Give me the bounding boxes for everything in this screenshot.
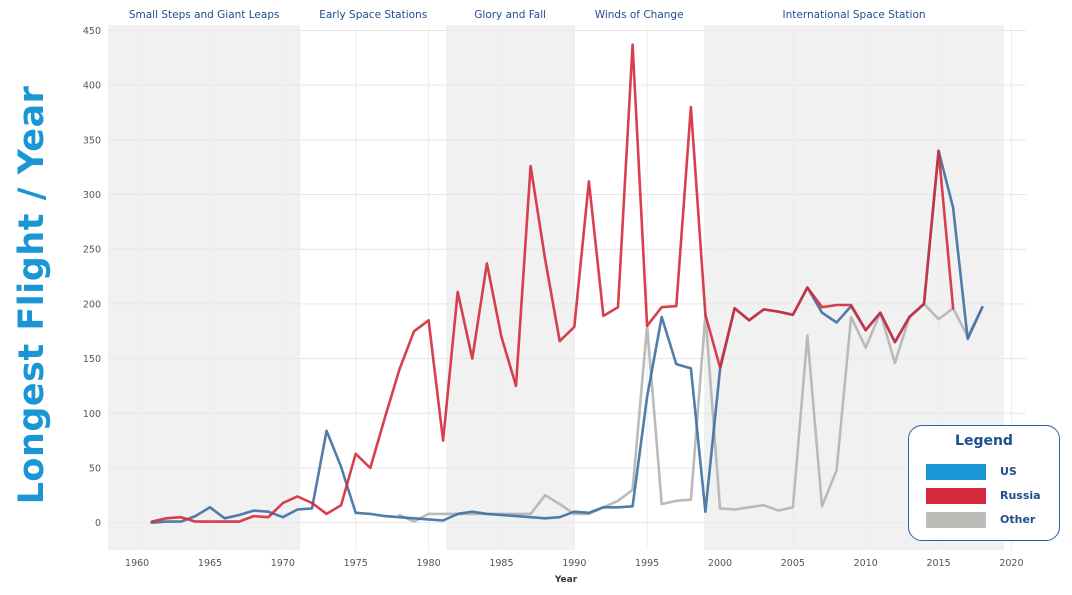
- x-axis-title: Year: [554, 575, 578, 585]
- x-tick-label: 1995: [635, 558, 659, 569]
- y-axis-ticks: 0 50 100 150 200 250 300 350 400 450: [83, 26, 101, 529]
- y-tick-label: 100: [83, 409, 101, 420]
- legend-item-other: Other: [926, 512, 1056, 528]
- legend-swatch-russia: [926, 488, 986, 504]
- y-tick-label: 50: [89, 463, 101, 474]
- y-tick-label: 300: [83, 190, 101, 201]
- era-label-small-steps-and-giant-leaps: Small Steps and Giant Leaps: [129, 9, 280, 21]
- era-label-winds-of-change: Winds of Change: [595, 9, 684, 21]
- y-tick-label: 200: [83, 299, 101, 310]
- x-tick-label: 1990: [562, 558, 586, 569]
- y-tick-label: 0: [95, 518, 101, 529]
- era-bands: [108, 25, 1005, 550]
- x-tick-label: 1965: [198, 558, 222, 569]
- legend: Legend US Russia Other: [908, 425, 1060, 541]
- x-tick-label: 1975: [344, 558, 368, 569]
- y-tick-label: 350: [83, 135, 101, 146]
- x-axis-ticks: 1960 1965 1970 1975 1980 1985 1990 1995 2000 2005…: [125, 558, 1023, 569]
- legend-swatch-us: [926, 464, 986, 480]
- legend-swatch-other: [926, 512, 986, 528]
- series-line-russia: [150, 43, 955, 523]
- legend-label-russia: Russia: [1000, 489, 1041, 502]
- y-tick-label: 250: [83, 245, 101, 256]
- era-label-international-space-station: International Space Station: [783, 9, 926, 21]
- x-tick-label: 1980: [416, 558, 440, 569]
- legend-item-russia: Russia: [926, 488, 1056, 504]
- y-tick-label: 400: [83, 81, 101, 92]
- x-tick-label: 1985: [489, 558, 513, 569]
- era-band-glory-and-fall: [446, 25, 575, 550]
- legend-label-other: Other: [1000, 513, 1036, 526]
- legend-item-us: US: [926, 464, 1056, 480]
- y-tick-label: 150: [83, 354, 101, 365]
- x-tick-label: 2020: [999, 558, 1023, 569]
- x-tick-label: 2010: [854, 558, 878, 569]
- x-tick-label: 2005: [781, 558, 805, 569]
- x-tick-label: 1960: [125, 558, 149, 569]
- series-lines: [150, 43, 984, 524]
- era-label-early-space-stations: Early Space Stations: [319, 9, 427, 21]
- y-tick-label: 450: [83, 26, 101, 37]
- era-label-glory-and-fall: Glory and Fall: [474, 9, 546, 21]
- grid-lines: [108, 25, 1026, 550]
- legend-title: Legend: [955, 433, 1013, 449]
- x-tick-label: 2000: [708, 558, 732, 569]
- x-tick-label: 1970: [271, 558, 295, 569]
- y-axis-title: Longest Flight / Year: [12, 85, 52, 505]
- x-tick-label: 2015: [926, 558, 950, 569]
- era-labels: Small Steps and Giant Leaps Early Space S…: [129, 9, 926, 21]
- era-band-small-steps-and-giant-leaps: [108, 25, 301, 550]
- legend-label-us: US: [1000, 465, 1017, 478]
- series-line-us: [150, 149, 984, 524]
